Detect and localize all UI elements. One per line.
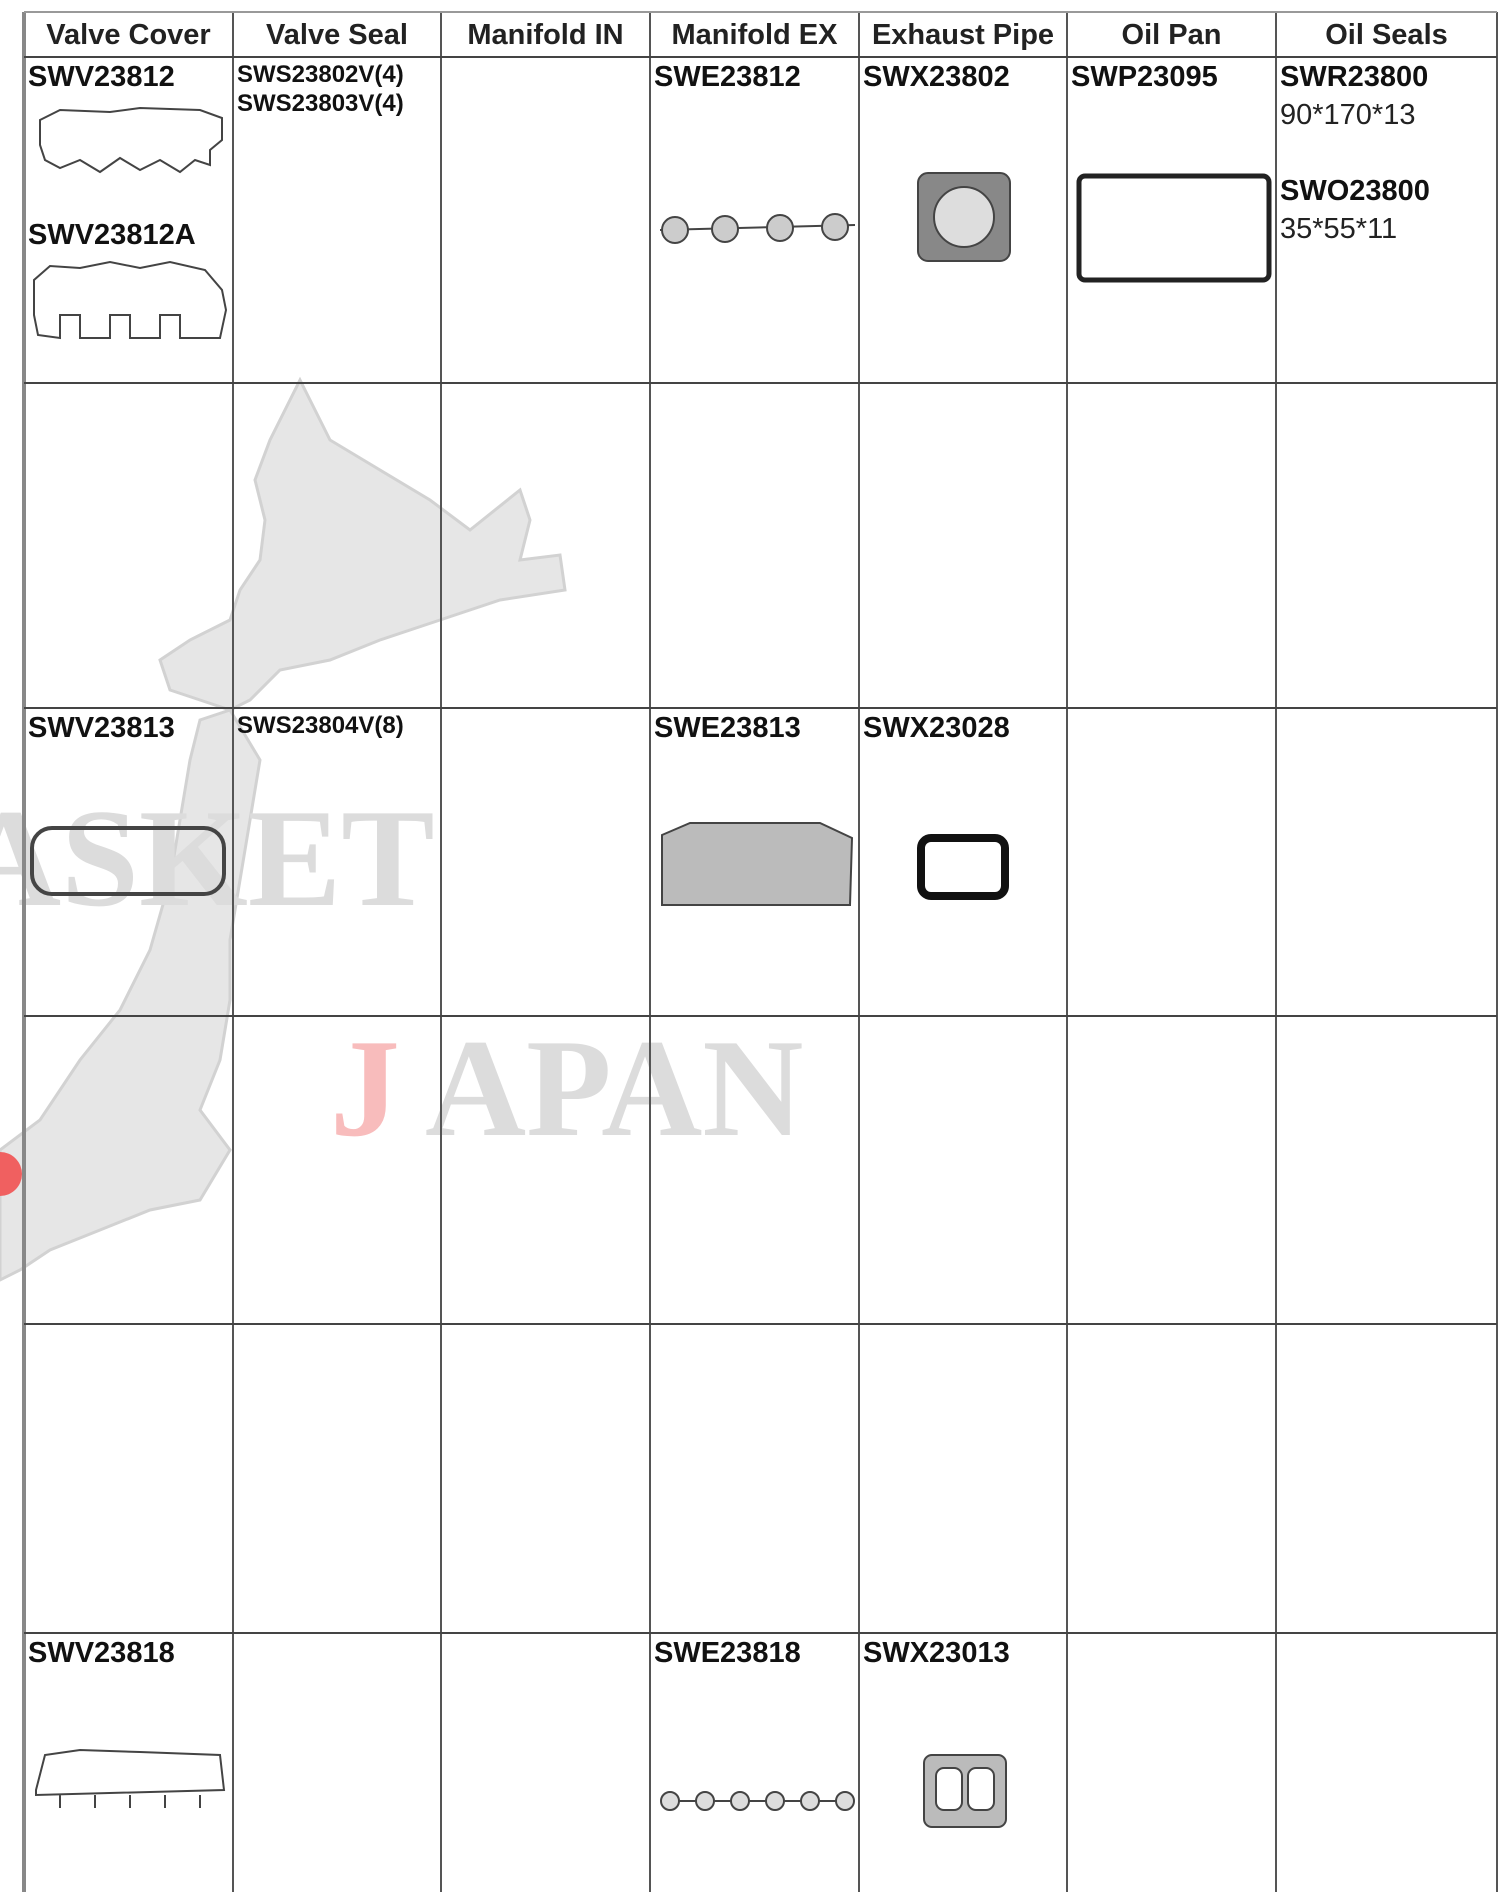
part-code: SWS23803V(4) — [237, 90, 404, 117]
part-code: SWX23013 — [863, 1637, 1010, 1669]
part-code: SWE23813 — [654, 712, 801, 744]
watermark-text: APAN — [425, 1011, 803, 1166]
column-header: Manifold IN — [467, 19, 623, 51]
part-code: SWV23813 — [28, 712, 175, 744]
part-code: SWX23802 — [863, 61, 1010, 93]
column-header: Exhaust Pipe — [872, 19, 1054, 51]
part-image — [917, 834, 1009, 900]
part-image — [661, 822, 854, 906]
part-image — [35, 1748, 226, 1808]
part-code: SWX23028 — [863, 712, 1010, 744]
part-image — [923, 1754, 1007, 1828]
part-size: 35*55*11 — [1280, 213, 1397, 245]
table-text: Valve Cover Valve Seal Manifold IN Manifold… — [28, 19, 1448, 1669]
part-image — [39, 106, 223, 174]
part-images — [30, 106, 1272, 1828]
part-image — [33, 260, 228, 340]
column-header: Manifold EX — [672, 19, 839, 51]
part-code: SWS23804V(8) — [237, 712, 404, 739]
column-header: Oil Pan — [1122, 19, 1222, 51]
table-grid — [22, 11, 1498, 1892]
red-dot — [0, 1152, 22, 1196]
part-code: SWP23095 — [1071, 61, 1218, 93]
part-image — [659, 213, 856, 244]
watermark-text: J — [330, 1011, 400, 1166]
part-code: SWV23818 — [28, 1637, 175, 1669]
part-code: SWR23800 — [1280, 61, 1428, 93]
column-header: Valve Seal — [266, 19, 408, 51]
part-size: 90*170*13 — [1280, 99, 1415, 131]
part-code: SWV23812A — [28, 219, 196, 251]
part-code: SWS23802V(4) — [237, 61, 404, 88]
part-image — [30, 826, 226, 896]
part-code: SWV23812 — [28, 61, 175, 93]
header-bg — [24, 12, 1497, 57]
part-code: SWO23800 — [1280, 175, 1430, 207]
part-image — [660, 1791, 855, 1811]
part-image — [1076, 173, 1272, 283]
watermark-text: ASKET — [0, 781, 435, 936]
column-header: Oil Seals — [1325, 19, 1448, 51]
map-watermark — [0, 376, 567, 1282]
part-image — [917, 172, 1011, 262]
column-header: Valve Cover — [46, 19, 210, 51]
part-code: SWE23818 — [654, 1637, 801, 1669]
part-code: SWE23812 — [654, 61, 801, 93]
